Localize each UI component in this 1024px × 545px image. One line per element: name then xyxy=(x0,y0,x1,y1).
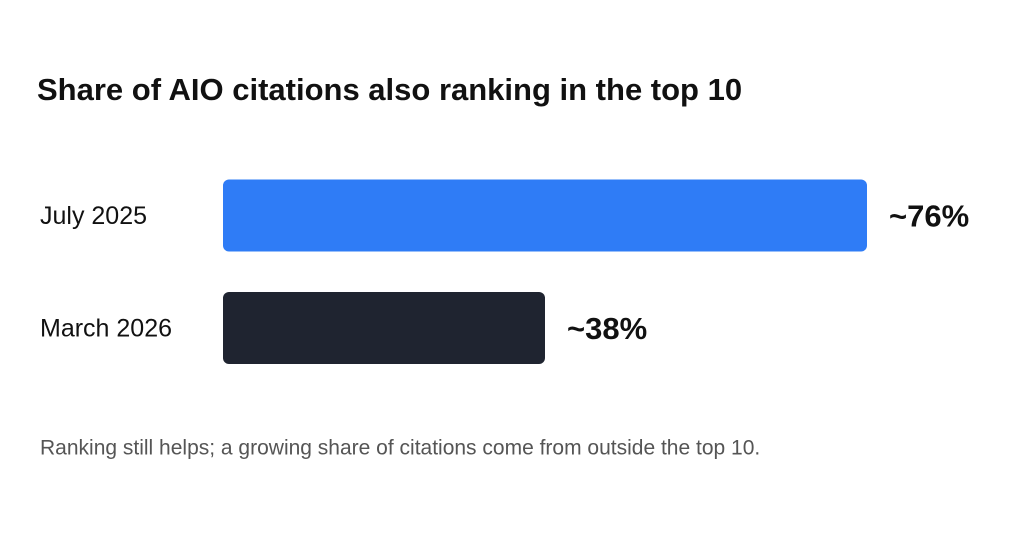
category-label: March 2026 xyxy=(40,315,172,343)
chart-title: Share of AIO citations also ranking in t… xyxy=(37,72,742,107)
category-label: July 2025 xyxy=(40,202,147,230)
value-label: ~38% xyxy=(567,311,647,346)
chart-note: Ranking still helps; a growing share of … xyxy=(40,437,760,460)
value-label: ~76% xyxy=(889,199,969,234)
bar xyxy=(223,292,545,364)
bar xyxy=(223,179,867,252)
